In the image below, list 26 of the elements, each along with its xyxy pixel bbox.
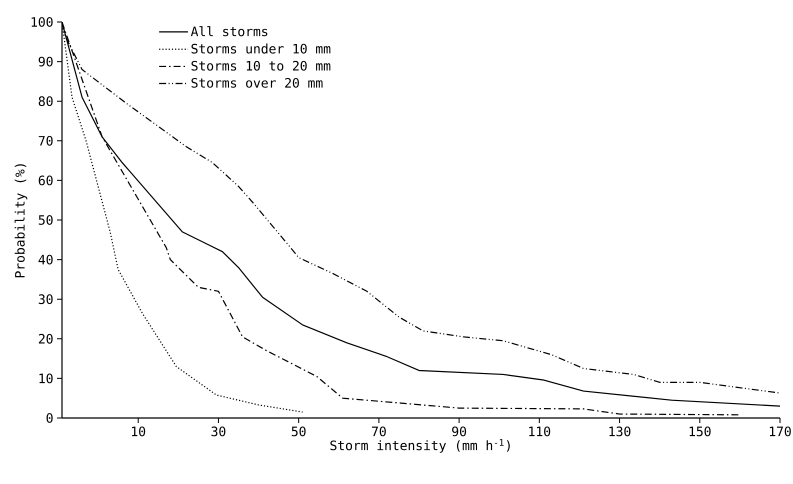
y-tick-label: 70 [38, 136, 53, 146]
x-tick-label: 70 [372, 426, 386, 436]
y-tick-label: 20 [38, 334, 53, 344]
y-tick-label: 90 [38, 56, 53, 66]
y-tick-label: 50 [38, 215, 53, 225]
x-tick-label: 30 [212, 426, 226, 436]
y-axis-title: Probability (%) [14, 164, 28, 278]
x-axis-title: Storm intensity (mm h$^{-1}$) [330, 439, 510, 453]
legend-label: Storms over 20 mm [192, 78, 323, 88]
y-tick-label: 10 [39, 374, 53, 384]
x-tick-label: 130 [609, 426, 630, 436]
x-tick-label: 150 [690, 426, 711, 436]
y-tick-label: 80 [38, 96, 53, 106]
y-tick-label: 30 [38, 294, 53, 304]
legend-label: Storms under 10 mm [192, 44, 330, 54]
x-tick-label: 90 [452, 426, 466, 436]
x-tick-label: 10 [132, 426, 146, 436]
y-tick-label: 100 [32, 17, 53, 27]
y-tick-label: 40 [38, 254, 53, 264]
y-tick-label: 60 [38, 176, 53, 186]
x-tick-label: 170 [770, 426, 791, 436]
x-tick-label: 50 [292, 426, 306, 436]
legend-label: Storms 10 to 20 mm [192, 60, 330, 71]
y-tick-label: 0 [46, 413, 53, 423]
legend-label: All storms [190, 26, 268, 36]
x-tick-label: 110 [529, 426, 550, 436]
